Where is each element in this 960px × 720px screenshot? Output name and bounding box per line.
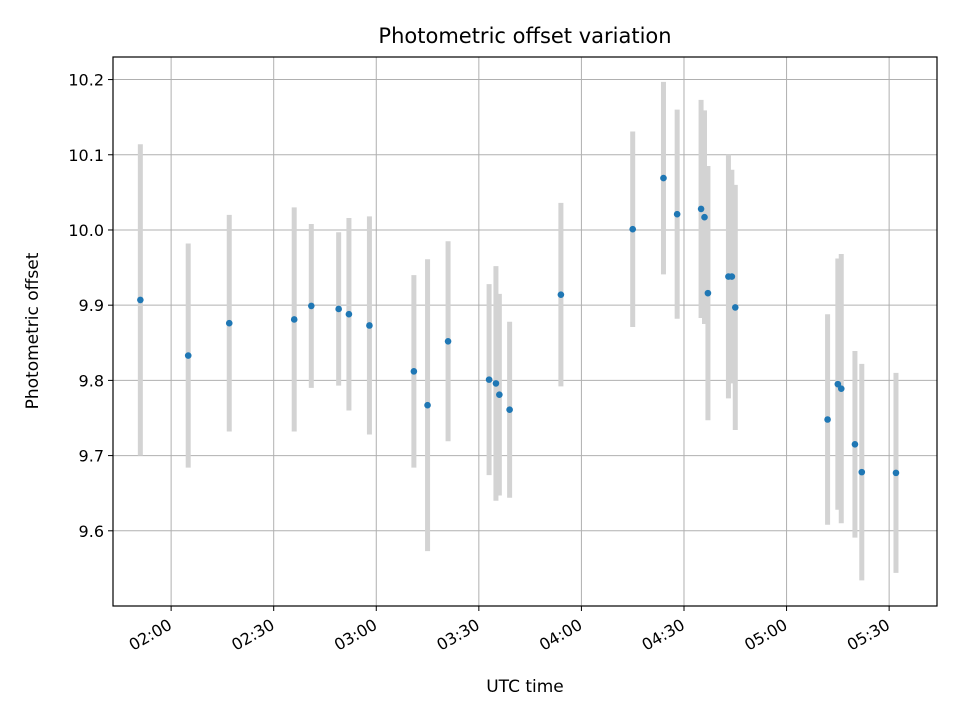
data-point xyxy=(697,205,705,213)
data-point xyxy=(184,352,192,359)
data-point xyxy=(858,468,866,476)
y-tick-label: 9.7 xyxy=(79,447,104,466)
y-tick-label: 9.8 xyxy=(79,371,104,390)
data-point xyxy=(701,213,708,221)
y-tick-label: 10.2 xyxy=(68,71,104,90)
x-tick-label: 02:30 xyxy=(228,615,277,655)
data-point xyxy=(444,337,452,345)
x-tick-label: 04:30 xyxy=(639,615,688,655)
plot-frame xyxy=(112,56,938,607)
data-point xyxy=(837,385,845,392)
data-point xyxy=(496,391,503,398)
y-axis-label: Photometric offset xyxy=(23,252,43,409)
data-point xyxy=(492,380,500,387)
y-tick-label: 9.6 xyxy=(79,522,104,541)
data-point xyxy=(704,289,712,297)
chart-title: Photometric offset variation xyxy=(378,24,671,48)
data-point xyxy=(410,368,418,375)
data-point xyxy=(557,291,565,298)
data-points xyxy=(137,174,900,477)
y-tick-label: 10.0 xyxy=(68,221,104,240)
data-point xyxy=(673,210,681,218)
x-tick-label: 02:00 xyxy=(126,615,175,655)
error-bars xyxy=(137,81,899,581)
data-point xyxy=(731,304,739,311)
data-point xyxy=(728,273,736,280)
data-point xyxy=(629,225,637,233)
x-tick-label: 05:00 xyxy=(741,615,790,655)
y-tick-label: 10.1 xyxy=(68,146,104,165)
x-tick-label: 05:30 xyxy=(844,615,893,655)
data-point xyxy=(834,380,842,388)
data-point xyxy=(851,441,859,448)
data-point xyxy=(137,296,144,304)
x-tick-label: 03:00 xyxy=(331,615,380,655)
x-tick-label: 03:30 xyxy=(433,615,482,655)
data-point xyxy=(308,302,315,310)
data-point xyxy=(660,174,667,182)
data-point xyxy=(892,469,900,477)
data-point xyxy=(485,376,493,383)
y-tick-label: 9.9 xyxy=(79,296,104,315)
x-tick-label: 04:00 xyxy=(536,615,585,655)
axis-ticks: 02:00 02:30 03:00 03:30 04:00 04:30 05:00 05:30… xyxy=(68,71,893,655)
data-point xyxy=(345,310,353,318)
data-point xyxy=(335,305,342,313)
data-point xyxy=(506,406,513,414)
grid xyxy=(113,57,937,606)
data-point xyxy=(824,416,831,423)
data-point xyxy=(225,319,233,327)
data-point xyxy=(424,401,431,409)
data-point xyxy=(290,316,298,323)
x-axis-label: UTC time xyxy=(486,677,564,697)
data-point xyxy=(366,322,373,329)
